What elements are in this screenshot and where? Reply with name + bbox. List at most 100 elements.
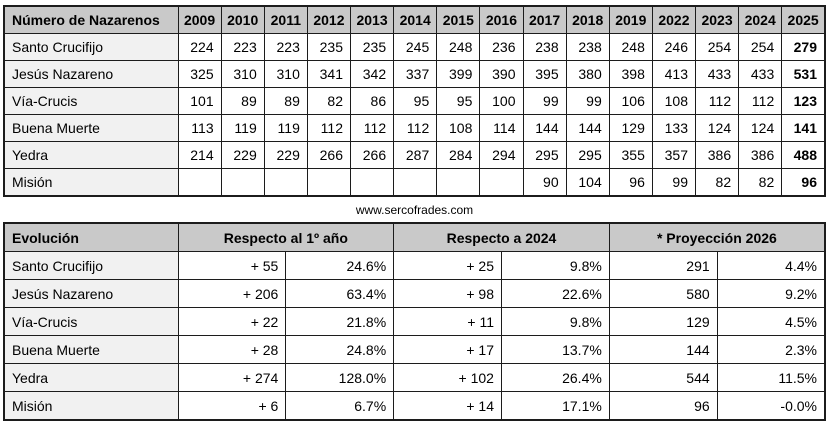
value-cell: 223 (263, 33, 308, 61)
value-cell: 99 (522, 87, 567, 115)
year-header-2013: 2013 (349, 5, 395, 34)
value-cell: 99 (651, 168, 697, 197)
year-header-2014: 2014 (393, 5, 438, 34)
value-cell (436, 168, 481, 197)
row-label: Jesús Nazareno (3, 60, 179, 88)
value-cell: 119 (220, 114, 265, 142)
value-cell: 294 (479, 141, 524, 169)
value-cell (349, 168, 395, 197)
value-cell: 21.8% (285, 307, 395, 336)
value-cell: 123 (781, 87, 826, 115)
value-cell: 82 (738, 168, 783, 197)
value-cell: 337 (393, 60, 438, 88)
value-cell: 124 (694, 114, 740, 142)
year-header-2017: 2017 (522, 5, 567, 34)
value-cell: 390 (479, 60, 524, 88)
value-cell: 100 (479, 87, 524, 115)
table-row: Buena Muerte + 28 24.8% + 17 13.7% 144 2.3% (3, 335, 826, 364)
table-row: Misión + 6 6.7% + 14 17.1% 96 -0.0% (3, 391, 826, 421)
value-cell: + 6 (177, 391, 287, 421)
value-cell: 229 (220, 141, 265, 169)
value-cell: 223 (220, 33, 265, 61)
table-row: Santo Crucifijo + 55 24.6% + 25 9.8% 291 4.4% (3, 251, 826, 280)
value-cell: 24.6% (285, 251, 395, 280)
value-cell (177, 168, 222, 197)
row-label: Yedra (3, 141, 179, 169)
evolution-header-row: Evolución Respecto al 1º año Respecto a 2… (3, 222, 826, 252)
value-cell: 248 (608, 33, 653, 61)
table-row: Jesús Nazareno + 206 63.4% + 98 22.6% 580 9.2% (3, 279, 826, 308)
value-cell: 112 (694, 87, 740, 115)
value-cell: 9.2% (716, 279, 826, 308)
value-cell: 399 (436, 60, 481, 88)
value-cell: 24.8% (285, 335, 395, 364)
value-cell: 90 (522, 168, 567, 197)
value-cell: 144 (608, 335, 718, 364)
value-cell: 544 (608, 363, 718, 392)
value-cell (263, 168, 308, 197)
year-header-2023: 2023 (694, 5, 740, 34)
value-cell: 224 (177, 33, 222, 61)
value-cell: 246 (651, 33, 697, 61)
value-cell: 291 (608, 251, 718, 280)
table-row: Yedra 214 229 229 266 266 287 284 294 295 295 355 35… (3, 141, 826, 169)
row-label: Vía-Crucis (3, 307, 179, 336)
value-cell: 355 (608, 141, 653, 169)
value-cell: 129 (608, 114, 653, 142)
value-cell: 108 (651, 87, 697, 115)
value-cell: + 14 (393, 391, 502, 421)
value-cell: 236 (479, 33, 524, 61)
nazarenos-table: Número de Nazarenos 2009 2010 2011 2012 2013… (3, 5, 826, 197)
value-cell: 433 (738, 60, 783, 88)
value-cell: 104 (565, 168, 610, 197)
value-cell: 26.4% (500, 363, 610, 392)
value-cell: 108 (436, 114, 481, 142)
value-cell: 488 (781, 141, 826, 169)
value-cell: 4.4% (716, 251, 826, 280)
value-cell: 144 (522, 114, 567, 142)
value-cell: 214 (177, 141, 222, 169)
value-cell: 295 (565, 141, 610, 169)
row-label: Vía-Crucis (3, 87, 179, 115)
table-row: Yedra + 274 128.0% + 102 26.4% 544 11.5% (3, 363, 826, 392)
value-cell: 112 (306, 114, 352, 142)
value-cell: 235 (349, 33, 395, 61)
value-cell: 9.8% (500, 307, 610, 336)
value-cell: + 11 (393, 307, 502, 336)
row-label: Jesús Nazareno (3, 279, 179, 308)
value-cell: 89 (220, 87, 265, 115)
value-cell: 235 (306, 33, 352, 61)
value-cell: 284 (436, 141, 481, 169)
value-cell: 119 (263, 114, 308, 142)
value-cell: 531 (781, 60, 826, 88)
group-header-1: Respecto a 2024 (393, 222, 610, 252)
row-label: Yedra (3, 363, 179, 392)
year-header-2010: 2010 (220, 5, 265, 34)
value-cell: 95 (393, 87, 438, 115)
year-header-2024: 2024 (738, 5, 783, 34)
value-cell: 248 (436, 33, 481, 61)
year-header-2019: 2019 (608, 5, 653, 34)
value-cell: 6.7% (285, 391, 395, 421)
value-cell: + 102 (393, 363, 502, 392)
value-cell: 128.0% (285, 363, 395, 392)
value-cell: 112 (738, 87, 783, 115)
value-cell: 395 (522, 60, 567, 88)
row-label: Buena Muerte (3, 114, 179, 142)
value-cell: 254 (694, 33, 740, 61)
value-cell: 133 (651, 114, 697, 142)
value-cell: 112 (393, 114, 438, 142)
value-cell (306, 168, 352, 197)
year-header-2016: 2016 (479, 5, 524, 34)
value-cell: 433 (694, 60, 740, 88)
value-cell: 386 (694, 141, 740, 169)
value-cell: 342 (349, 60, 395, 88)
value-cell: 82 (694, 168, 740, 197)
website-caption: www.sercofrades.com (355, 203, 474, 217)
row-label: Santo Crucifijo (3, 33, 179, 61)
value-cell: 310 (263, 60, 308, 88)
value-cell: 279 (781, 33, 826, 61)
value-cell: 22.6% (500, 279, 610, 308)
value-cell: + 274 (177, 363, 287, 392)
